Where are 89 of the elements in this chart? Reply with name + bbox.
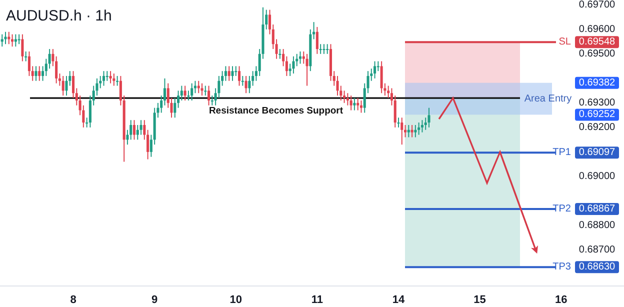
x-tick-label: 16 [554, 294, 568, 306]
candlestick [248, 75, 251, 94]
x-tick-label: 8 [70, 294, 76, 306]
candlestick [316, 26, 318, 54]
candlestick [343, 90, 346, 104]
candlestick [380, 60, 383, 94]
candlestick [410, 124, 414, 138]
candlestick [21, 34, 24, 62]
candlestick [319, 44, 322, 54]
ref-line-label: TP1 [552, 147, 572, 158]
candlestick [187, 90, 190, 101]
candlestick [62, 75, 64, 96]
candlestick [34, 66, 38, 82]
x-tick-label: 15 [474, 294, 486, 306]
y-tick-label: 0.69252 [578, 109, 616, 120]
candlestick [190, 82, 194, 101]
text: AUDUSD.h · 1h [6, 8, 112, 24]
band-label: Area Entry [524, 93, 572, 104]
candlestick [244, 75, 248, 94]
candlestick [174, 98, 176, 118]
candlestick [326, 44, 329, 54]
candlestick [48, 48, 51, 70]
y-tick-label: 0.68700 [578, 244, 616, 256]
candlestick [140, 120, 142, 136]
candlestick [418, 122, 420, 136]
candlestick [394, 95, 396, 128]
candlestick [278, 48, 282, 60]
candlestick [234, 66, 238, 76]
candlestick [238, 66, 241, 86]
candlestick [428, 107, 430, 128]
x-tick-label: 10 [230, 294, 242, 306]
y-tick-label: 0.69700 [578, 0, 616, 10]
candlestick [292, 56, 295, 74]
candlestick [350, 95, 352, 111]
candlestick [38, 66, 41, 82]
candlestick [136, 124, 139, 140]
y-tick-label: 0.69548 [578, 36, 616, 48]
y-tick-label: 0.69200 [578, 122, 616, 133]
candlestick [298, 50, 302, 64]
candlestick [200, 82, 204, 96]
x-tick-label: 11 [311, 294, 324, 306]
y-tick-label: 0.69500 [578, 48, 616, 60]
annotation: Resistance Becomes Support [208, 106, 344, 117]
candlestick [0, 34, 4, 48]
candlestick [130, 120, 132, 140]
candlestick [356, 98, 360, 111]
candlestick [106, 70, 108, 82]
candlestick [414, 124, 417, 138]
x-tick-label: 9 [152, 294, 158, 306]
y-tick-label: 0.69382 [578, 77, 616, 88]
y-tick-label: 0.69300 [578, 97, 616, 108]
candlestick [228, 66, 230, 82]
candlestick [132, 120, 136, 140]
y-tick-label: 0.68630 [578, 262, 616, 273]
candlestick [184, 85, 186, 101]
candlestick [65, 75, 68, 96]
x-tick-label: 14 [392, 294, 406, 306]
candlestick [24, 50, 28, 62]
candlestick [18, 34, 20, 45]
candlestick [109, 70, 112, 84]
candlestick [360, 100, 362, 114]
candlestick [306, 53, 308, 86]
candlestick [11, 34, 14, 48]
candlestick [420, 120, 424, 133]
candlestick [231, 66, 234, 82]
y-tick-label: 0.68800 [578, 220, 616, 231]
candlestick [116, 75, 119, 86]
candlestick [14, 34, 17, 48]
y-tick-label: 0.68867 [578, 204, 616, 215]
candlestick [376, 60, 380, 72]
candlestick [374, 60, 376, 79]
candlestick [126, 129, 129, 146]
y-tick-label: 0.69000 [578, 170, 616, 182]
ref-line-label: TP3 [552, 262, 572, 273]
y-tick-label: 0.69097 [578, 147, 616, 158]
candlestick [353, 98, 356, 111]
candlestick [336, 75, 339, 96]
y-tick-label: 0.69600 [578, 24, 616, 35]
candlestick [4, 31, 7, 45]
candlestick [102, 70, 106, 86]
candlestick [204, 85, 207, 96]
candlestick [407, 124, 410, 138]
candlestick [208, 85, 210, 106]
ref-line-label: SL [558, 36, 572, 48]
candlestick [112, 73, 116, 86]
candlestick [322, 44, 326, 54]
candlestick [241, 75, 244, 86]
candlestick [400, 117, 404, 146]
candlestick [397, 117, 400, 128]
